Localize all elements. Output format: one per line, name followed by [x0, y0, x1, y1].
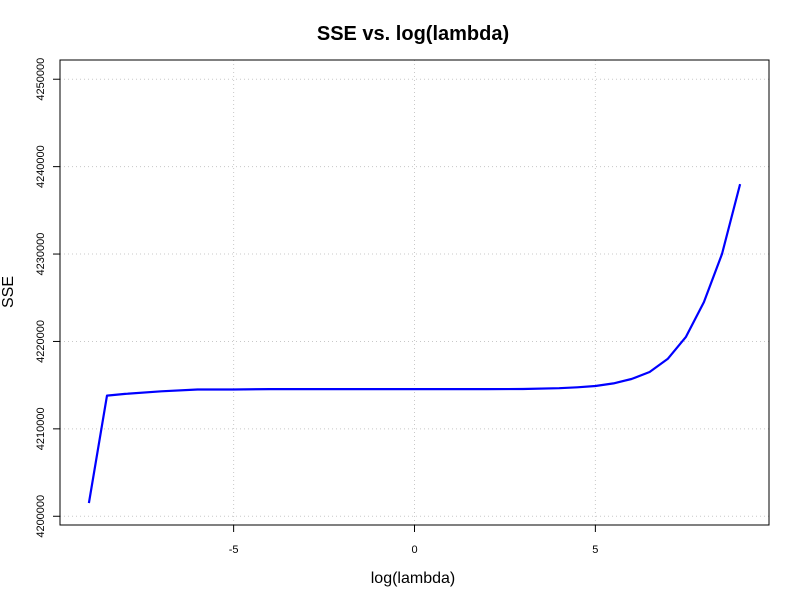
x-tick-label: 0	[411, 544, 417, 556]
y-tick-label: 4200000	[35, 495, 47, 538]
x-tick-label: -5	[229, 544, 239, 556]
series-line	[87, 183, 742, 504]
y-tick-label: 4240000	[35, 145, 47, 188]
chart-title: SSE vs. log(lambda)	[317, 23, 509, 45]
y-tick-label: 4220000	[35, 320, 47, 363]
series-layer	[87, 183, 742, 504]
y-tick-label: 4230000	[35, 233, 47, 276]
y-axis-label: SSE	[0, 276, 17, 308]
y-tick-label: 4210000	[35, 407, 47, 450]
y-axis: 4200000 4210000 4220000 4230000 4240000 42500…	[35, 58, 60, 538]
x-axis-label: log(lambda)	[371, 570, 455, 587]
x-axis: -5 0 5	[229, 525, 598, 556]
grid	[60, 60, 769, 525]
x-tick-label: 5	[592, 544, 598, 556]
y-tick-label: 4250000	[35, 58, 47, 101]
